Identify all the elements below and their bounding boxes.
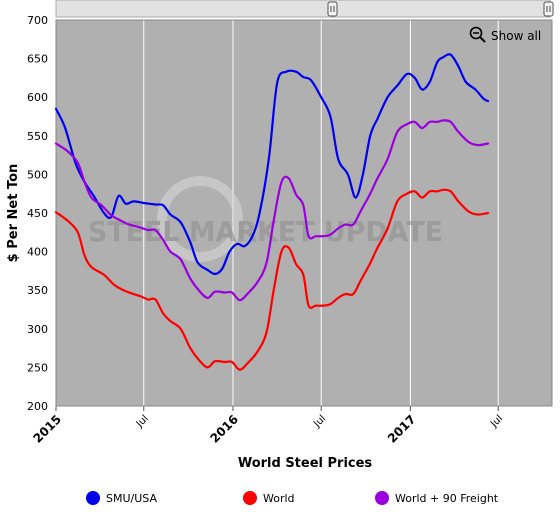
navigator-handle-right[interactable] [543,1,554,17]
y-tick-label: 400 [27,246,48,259]
y-tick-label: 600 [27,91,48,104]
x-tick-label: Jul [488,413,505,430]
watermark-text: STEEL MARKET UPDATE [88,215,443,248]
y-tick-label: 300 [27,323,48,336]
grid [55,19,553,411]
watermark: STEEL MARKET UPDATE [88,176,443,262]
x-axis: 2015 Jul 2016 Jul 2017 Jul [31,412,506,446]
legend-label: SMU/USA [106,492,157,505]
series-line-world[interactable] [54,188,490,371]
watermark-logo-ring [157,176,243,262]
legend-label: World [263,492,295,505]
x-tick-label: Jul [134,413,151,430]
y-tick-label: 650 [27,53,48,66]
x-tick-label: 2017 [385,412,419,446]
y-axis-title: $ Per Net Ton [6,164,21,263]
legend-item[interactable]: World + 90 Freight [375,491,499,505]
legend-marker [375,491,389,505]
navigator-handle-left[interactable] [327,1,338,17]
legend-label: World + 90 Freight [395,492,499,505]
legend-item[interactable]: World [243,491,295,505]
zoom-icon [469,26,483,40]
series-line-world-90-freight[interactable] [54,119,490,302]
y-tick-label: 450 [27,207,48,220]
series-line-smu-usa[interactable] [54,53,490,276]
y-tick-label: 250 [27,361,48,374]
y-tick-label: 550 [27,130,48,143]
show-all-button[interactable]: Show all [469,26,542,44]
legend-marker [243,491,257,505]
legend-item[interactable]: SMU/USA [86,491,157,505]
x-tick-label: Jul [311,413,328,430]
series-group [54,53,490,371]
x-tick-label: 2015 [31,412,65,446]
range-navigator[interactable] [55,0,551,18]
y-tick-label: 700 [27,14,48,27]
y-tick-label: 350 [27,284,48,297]
y-tick-label: 500 [27,168,48,181]
y-axis: 200 250 300 350 400 450 500 550 600 650 700 [27,14,48,413]
zoom-icon-handle [479,36,486,43]
legend-marker [86,491,100,505]
y-tick-label: 200 [27,400,48,413]
x-tick-label: 2016 [208,412,242,446]
show-all-label[interactable]: Show all [491,29,541,43]
legend: SMU/USA World World + 90 Freight [86,491,499,505]
x-axis-title: World Steel Prices [238,456,373,471]
